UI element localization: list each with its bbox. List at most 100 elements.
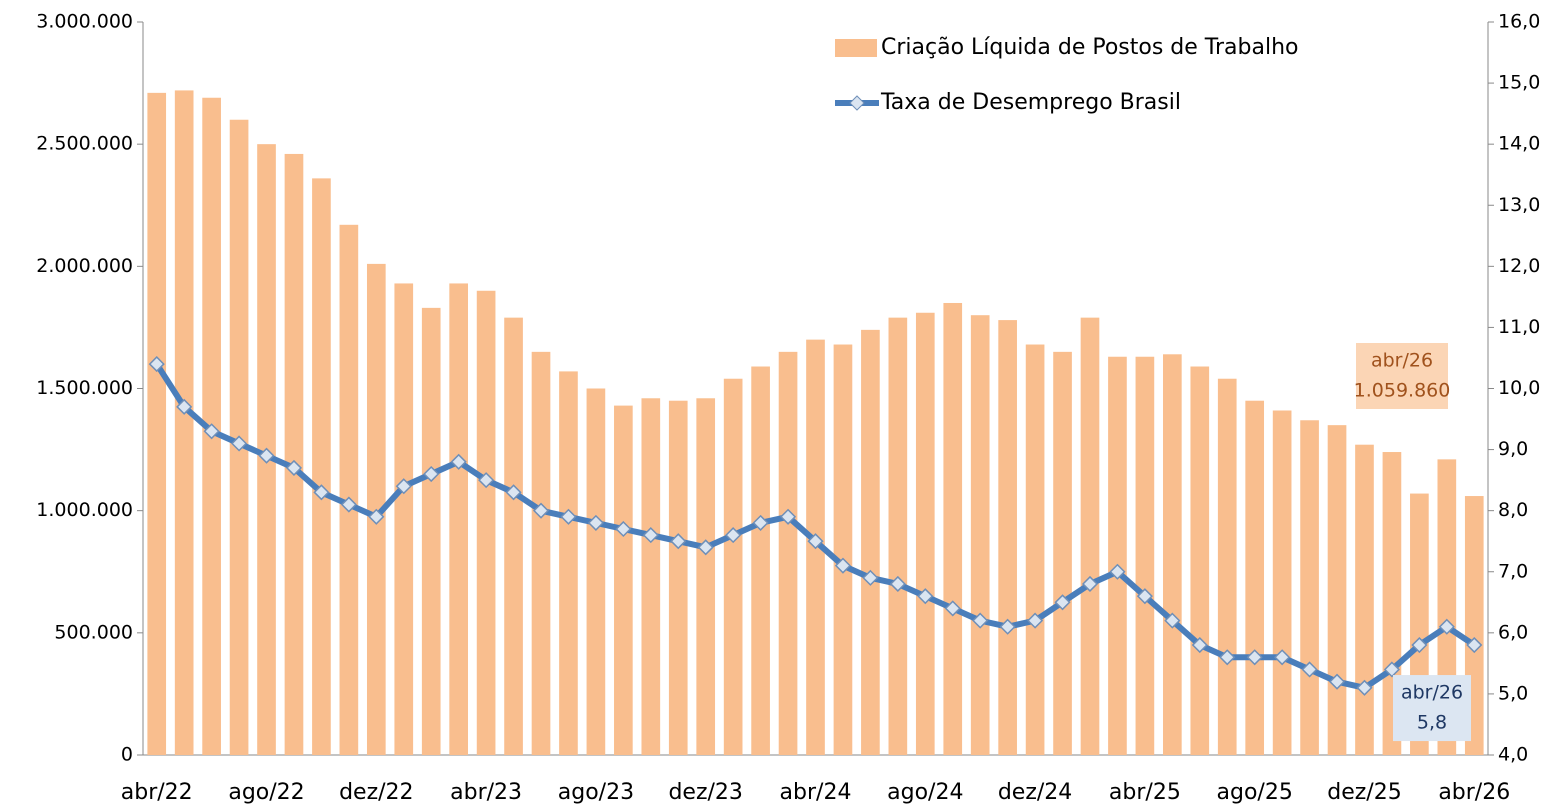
line-marker xyxy=(972,612,989,629)
y2-tick-label: 8,0 xyxy=(1498,499,1528,521)
bar xyxy=(833,344,853,755)
line-marker xyxy=(505,484,522,501)
line-marker xyxy=(313,484,330,501)
line-marker xyxy=(1274,649,1291,666)
y2-tick-label: 16,0 xyxy=(1498,11,1540,33)
y2-tick-label: 15,0 xyxy=(1498,72,1540,94)
bar xyxy=(888,317,908,755)
y-tick-label: 0 xyxy=(121,744,133,766)
bar xyxy=(1025,344,1045,755)
bar xyxy=(1135,356,1155,755)
bar xyxy=(970,315,990,755)
bar xyxy=(174,90,194,755)
line-marker xyxy=(1438,618,1455,635)
line-marker xyxy=(450,453,467,470)
line-marker xyxy=(423,465,440,483)
line-marker xyxy=(670,533,687,550)
y-tick-label: 1.500.000 xyxy=(36,377,133,399)
y2-tick-label: 7,0 xyxy=(1498,560,1528,582)
line-marker xyxy=(1356,679,1373,696)
line-marker xyxy=(1191,636,1208,654)
line-marker xyxy=(807,533,824,550)
y2-tick-label: 14,0 xyxy=(1498,133,1540,155)
line-marker xyxy=(532,502,550,519)
x-tick-label: abr/25 xyxy=(1109,780,1181,805)
line-marker xyxy=(1246,649,1263,666)
bar xyxy=(696,398,716,755)
line-marker xyxy=(725,527,742,544)
bar xyxy=(751,366,770,755)
line-marker xyxy=(1081,575,1099,593)
line-marker xyxy=(1054,594,1071,611)
bar xyxy=(476,290,496,755)
line-marker xyxy=(917,588,934,605)
bar xyxy=(339,224,359,756)
line-marker xyxy=(1219,649,1236,666)
line-marker xyxy=(231,435,248,452)
x-tick-label: abr/23 xyxy=(450,780,522,805)
x-tick-label: ago/23 xyxy=(558,780,634,805)
bar xyxy=(1163,354,1182,755)
x-tick-label: dez/25 xyxy=(1327,780,1401,805)
y2-tick-label: 9,0 xyxy=(1498,438,1528,460)
bar xyxy=(531,351,551,755)
x-tick-label: dez/23 xyxy=(668,780,742,805)
y-tick-label: 3.000.000 xyxy=(36,11,133,33)
x-tick-label: abr/24 xyxy=(780,780,852,805)
y2-tick-label: 11,0 xyxy=(1498,316,1540,338)
bar xyxy=(723,378,743,755)
bar xyxy=(614,405,633,755)
bar xyxy=(1053,351,1072,755)
line-marker xyxy=(176,398,193,415)
y2-tick-label: 6,0 xyxy=(1498,621,1528,643)
line-marker xyxy=(1136,588,1153,605)
bar xyxy=(1190,366,1210,755)
line-marker xyxy=(834,557,852,574)
bar xyxy=(778,351,798,755)
legend-marker xyxy=(849,95,865,111)
bar xyxy=(147,92,167,755)
line-marker xyxy=(1411,636,1428,654)
bar xyxy=(998,320,1017,755)
line-marker xyxy=(478,472,495,489)
line-marker xyxy=(697,539,714,556)
y-tick-label: 1.000.000 xyxy=(36,499,133,521)
bar xyxy=(284,153,304,755)
bar xyxy=(1245,400,1265,755)
bar xyxy=(1080,317,1100,755)
x-tick-label: ago/24 xyxy=(887,780,963,805)
bar xyxy=(1217,378,1237,755)
legend-swatch xyxy=(835,39,877,57)
bar xyxy=(641,398,661,755)
bar xyxy=(421,307,441,755)
bar xyxy=(559,371,578,755)
line-marker xyxy=(999,618,1016,635)
line-marker xyxy=(1328,673,1346,690)
x-tick-label: ago/22 xyxy=(228,780,304,805)
y-tick-label: 500.000 xyxy=(54,621,133,643)
legend-label: Criação Líquida de Postos de Trabalho xyxy=(881,35,1298,60)
x-tick-label: abr/22 xyxy=(121,780,193,805)
bar xyxy=(1327,425,1347,755)
x-tick-label: ago/25 xyxy=(1217,780,1293,805)
x-tick-label: abr/26 xyxy=(1438,780,1510,805)
annotation-text: 1.059.860 xyxy=(1354,380,1451,402)
bar xyxy=(586,388,606,755)
legend-label: Taxa de Desemprego Brasil xyxy=(880,90,1181,115)
line-marker xyxy=(1109,563,1126,580)
bar xyxy=(861,329,880,755)
line-marker xyxy=(340,496,357,513)
y2-tick-label: 5,0 xyxy=(1498,682,1528,704)
line-marker xyxy=(862,569,879,586)
annotation-box xyxy=(1393,675,1471,742)
bar xyxy=(915,312,935,755)
bar xyxy=(312,178,331,755)
line-marker xyxy=(615,520,632,538)
line-marker xyxy=(1027,612,1044,629)
line-marker xyxy=(944,600,961,617)
line-marker xyxy=(779,508,797,525)
bar xyxy=(394,283,414,755)
y2-tick-label: 13,0 xyxy=(1498,194,1540,216)
line-marker xyxy=(285,459,303,476)
